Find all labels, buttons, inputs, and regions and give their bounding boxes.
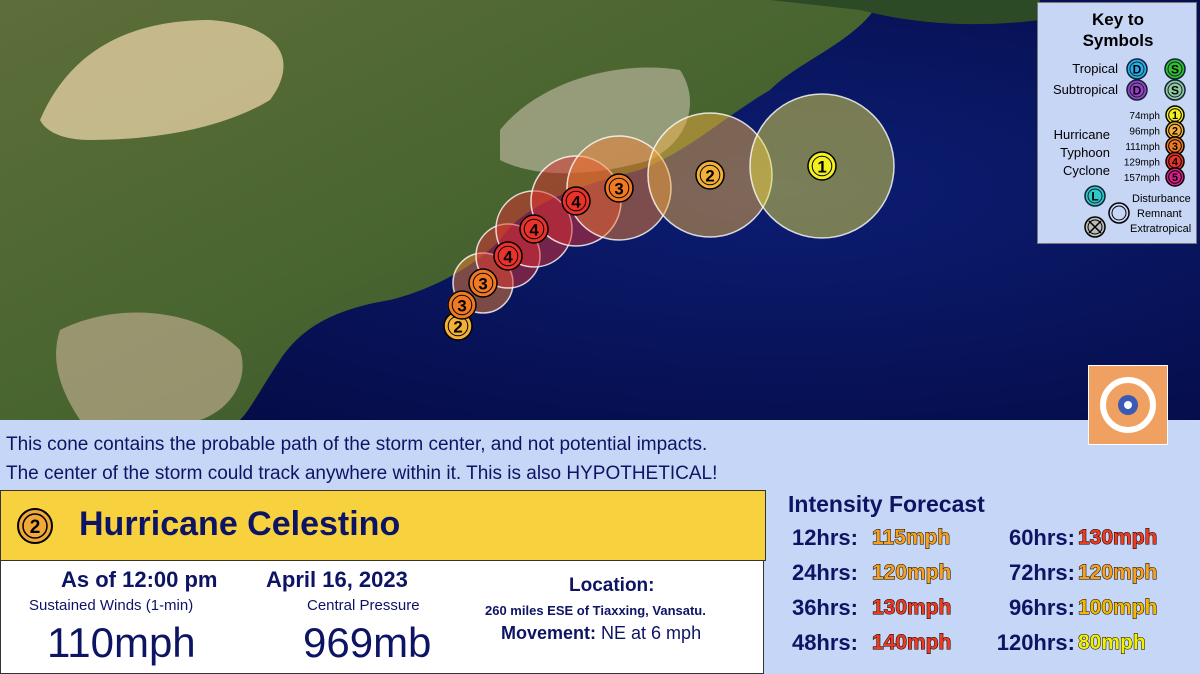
track-point-inner	[497, 245, 519, 267]
logo-art	[1089, 366, 1167, 444]
disclaimer-line: The center of the storm could track anyw…	[6, 463, 718, 484]
movement-value: NE at 6 mph	[601, 623, 702, 643]
forecast-title: Intensity Forecast	[788, 491, 985, 517]
pressure-label: Central Pressure	[307, 597, 420, 614]
forecast-time: 60hrs:	[1008, 525, 1075, 550]
forecast-time: 48hrs:	[791, 630, 858, 655]
land-ne	[770, 0, 1040, 25]
legend-symbol-label: D	[1133, 63, 1142, 77]
legend-label: Remnant	[1137, 208, 1182, 220]
storm-details: As of 12:00 pm April 16, 2023 Sustained …	[0, 560, 764, 674]
logo	[1088, 365, 1168, 445]
legend-symbol-label: 2	[1172, 126, 1178, 138]
winds-label: Sustained Winds (1-min)	[29, 597, 194, 614]
legend-label: Tropical	[1072, 61, 1118, 76]
track-point-label: 3	[478, 274, 487, 293]
track-point-inner	[523, 218, 545, 240]
legend-symbol-label: 5	[1172, 172, 1178, 184]
legend-symbol-inner	[1129, 61, 1145, 77]
track-point-label: 4	[503, 247, 513, 266]
track-point-label: 2	[705, 166, 714, 185]
track-point-inner	[811, 155, 833, 177]
legend-threshold: 74mph	[1129, 111, 1160, 122]
storm-header: 2 Hurricane Celestino	[0, 490, 766, 561]
forecast-time: 72hrs:	[1008, 560, 1075, 585]
forecast-speed: 115mph	[871, 526, 951, 550]
legend-x	[1088, 220, 1102, 234]
track-point-label: 4	[571, 192, 581, 211]
legend-remnant-inner	[1111, 205, 1127, 221]
legend-label: Extratropical	[1130, 223, 1191, 235]
legend-threshold: 111mph	[1125, 142, 1160, 153]
legend-symbol-inner	[1087, 188, 1103, 204]
legend-symbol-label: 3	[1172, 141, 1178, 153]
legend-symbol-label: S	[1171, 63, 1179, 77]
legend-title: Key to Symbols	[1082, 10, 1154, 50]
forecast-time: 12hrs:	[791, 525, 858, 550]
legend-threshold: 157mph	[1124, 173, 1160, 184]
track-point-label: 3	[614, 179, 623, 198]
track-point-inner	[565, 190, 587, 212]
legend-symbol-label: D	[1133, 84, 1142, 98]
forecast-time: 36hrs:	[791, 595, 858, 620]
track-point-label: 3	[457, 296, 466, 315]
winds: 110mph	[47, 619, 196, 666]
legend-label: Disturbance	[1132, 193, 1191, 205]
legend-symbol-label: L	[1091, 190, 1098, 204]
legend-remnant-ring	[1108, 202, 1130, 224]
location-label: Location:	[569, 575, 655, 596]
legend-symbol-label: 4	[1172, 157, 1178, 169]
track-point-label: 2	[453, 317, 462, 336]
track-point-label: 4	[529, 220, 539, 239]
forecast-speed: 80mph	[1078, 631, 1147, 655]
legend-name: Typhoon	[1060, 145, 1110, 160]
pressure: 969mb	[303, 619, 432, 666]
legend-symbol-inner	[1167, 82, 1183, 98]
legend-symbol-inner	[1167, 61, 1183, 77]
storm-category: 2	[30, 517, 41, 538]
legend-threshold: 96mph	[1129, 127, 1160, 138]
movement: Movement: NE at 6 mph	[501, 623, 701, 644]
track-point-inner	[608, 177, 630, 199]
forecast-time: 96hrs:	[1008, 595, 1075, 620]
forecast-time: 24hrs:	[791, 560, 858, 585]
legend-name: Cyclone	[1063, 163, 1110, 178]
date: April 16, 2023	[266, 567, 408, 592]
legend-symbol-label: 1	[1172, 110, 1178, 122]
legend-symbol-inner	[1129, 82, 1145, 98]
forecast-speed: 140mph	[871, 631, 952, 655]
legend-label: Subtropical	[1053, 82, 1118, 97]
track-point-label: 1	[817, 157, 826, 176]
legend-box: Key to Symbols Tropical Subtropical D S D S 74…	[1037, 2, 1197, 244]
forecast-time: 120hrs:	[996, 630, 1075, 655]
legend-threshold: 129mph	[1124, 158, 1160, 169]
disclaimer-line: This cone contains the probable path of …	[6, 434, 708, 455]
disclaimer: This cone contains the probable path of …	[6, 430, 717, 488]
legend-symbol-label: S	[1171, 84, 1179, 98]
forecast-speed: 130mph	[871, 596, 952, 620]
storm-icon: 2	[17, 508, 53, 544]
legend-symbols: Tropical Subtropical D S D S 74mph 1 96mph 2 111mp…	[1053, 58, 1191, 238]
forecast-speed: 120mph	[1077, 561, 1158, 585]
legend-symbol-inner	[1168, 170, 1182, 184]
legend-name: Hurricane	[1054, 127, 1110, 142]
track-point-inner	[472, 272, 494, 294]
forecast-speed: 100mph	[1077, 596, 1158, 620]
forecast-speed: 130mph	[1077, 526, 1158, 550]
forecast-speed: 120mph	[871, 561, 952, 585]
legend-extratropical-inner	[1087, 219, 1103, 235]
desert	[40, 20, 284, 140]
track-point-inner	[451, 294, 473, 316]
storm-name: Hurricane Celestino	[79, 505, 401, 543]
as-of: As of 12:00 pm	[61, 567, 218, 592]
track-point-inner	[699, 164, 721, 186]
highland	[56, 312, 243, 420]
movement-label: Movement:	[501, 623, 597, 643]
location: 260 miles ESE of Tiaxxing, Vansatu.	[485, 603, 706, 618]
